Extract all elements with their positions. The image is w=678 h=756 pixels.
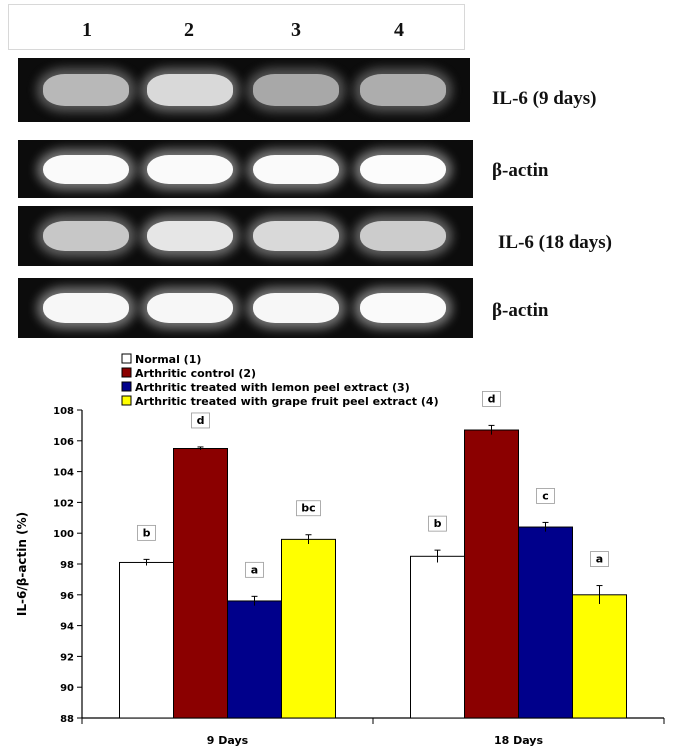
y-tick-label: 90 <box>60 683 74 694</box>
gel-band <box>43 154 129 184</box>
y-tick-label: 96 <box>60 591 74 602</box>
significance-box <box>191 412 210 429</box>
significance-label: d <box>197 414 205 427</box>
gel-band <box>147 74 233 106</box>
gel-band <box>253 221 339 251</box>
y-tick-label: 108 <box>53 406 74 417</box>
bar <box>119 561 174 719</box>
gel-label-il6-9days: IL-6 (9 days) <box>492 88 597 109</box>
gel-band <box>253 74 339 106</box>
significance-box <box>296 500 321 517</box>
significance-box <box>428 515 447 532</box>
bar <box>518 526 573 719</box>
y-tick-label: 104 <box>53 468 74 479</box>
lane-number-header: 1 2 3 4 <box>8 4 465 50</box>
x-category-label: 18 Days <box>494 734 544 747</box>
lane-number-3: 3 <box>291 19 301 41</box>
significance-label: a <box>596 553 603 566</box>
legend-label: Arthritic treated with grape fruit peel … <box>135 395 439 408</box>
significance-box <box>137 524 156 541</box>
il6-bar-chart: Normal (1)Arthritic control (2)Arthritic… <box>15 353 665 747</box>
chart-axes: 88 90 92 94 96 98 100 102 104 106 108 IL-6/β-actin … <box>15 406 665 747</box>
significance-label: c <box>542 489 549 502</box>
y-axis-label: IL-6/β-actin (%) <box>15 512 29 616</box>
lane-number-1: 1 <box>82 19 92 41</box>
legend-swatch <box>121 395 132 406</box>
significance-label: bc <box>301 502 315 515</box>
bar <box>572 594 627 719</box>
y-tick-label: 102 <box>53 498 74 509</box>
legend-label: Normal (1) <box>135 353 201 366</box>
significance-label: d <box>488 392 496 405</box>
gel-band <box>253 154 339 184</box>
gel-label-il6-18days: IL-6 (18 days) <box>498 232 613 253</box>
bar <box>227 600 282 719</box>
x-category-label: 9 Days <box>207 734 249 747</box>
legend-swatch <box>121 367 132 378</box>
significance-label: b <box>434 517 442 530</box>
gel-label-beta-actin-18days: β-actin <box>492 300 549 321</box>
gel-band <box>360 74 446 106</box>
legend-swatch <box>121 353 132 364</box>
gel-band <box>253 293 339 323</box>
bar <box>464 429 519 719</box>
legend-label: Arthritic treated with lemon peel extrac… <box>135 381 410 394</box>
significance-box <box>482 391 501 407</box>
bar <box>173 448 228 719</box>
lane-number-4: 4 <box>394 19 404 41</box>
gel-band <box>147 221 233 251</box>
significance-box <box>590 551 609 567</box>
significance-box <box>245 561 264 578</box>
gel-band <box>147 293 233 323</box>
gel-band <box>360 293 446 323</box>
bar <box>281 538 336 719</box>
chart-bars: b d a bc b d c a <box>119 391 627 719</box>
lane-number-2: 2 <box>184 19 194 41</box>
gel-band <box>43 293 129 323</box>
legend-label: Arthritic control (2) <box>135 367 256 380</box>
gel-band <box>360 221 446 251</box>
gel-label-beta-actin-9days: β-actin <box>492 160 549 181</box>
gel-band <box>147 154 233 184</box>
gel-beta-actin-18days <box>18 278 473 338</box>
gel-il6-18days <box>18 206 473 266</box>
chart-legend: Normal (1)Arthritic control (2)Arthritic… <box>121 353 439 408</box>
gel-il6-9days <box>18 58 470 122</box>
y-tick-label: 94 <box>60 622 74 633</box>
significance-box <box>536 488 555 504</box>
significance-label: a <box>251 563 258 576</box>
gel-band <box>43 74 129 106</box>
y-tick-label: 92 <box>60 652 74 663</box>
legend-swatch <box>121 381 132 392</box>
y-tick-label: 98 <box>60 560 74 571</box>
gel-beta-actin-9days <box>18 140 473 198</box>
y-tick-label: 106 <box>53 437 74 448</box>
gel-band <box>360 154 446 184</box>
bar <box>410 555 465 719</box>
gel-band <box>43 221 129 251</box>
y-tick-label: 88 <box>60 714 74 725</box>
significance-label: b <box>143 526 151 539</box>
y-tick-label: 100 <box>53 529 74 540</box>
